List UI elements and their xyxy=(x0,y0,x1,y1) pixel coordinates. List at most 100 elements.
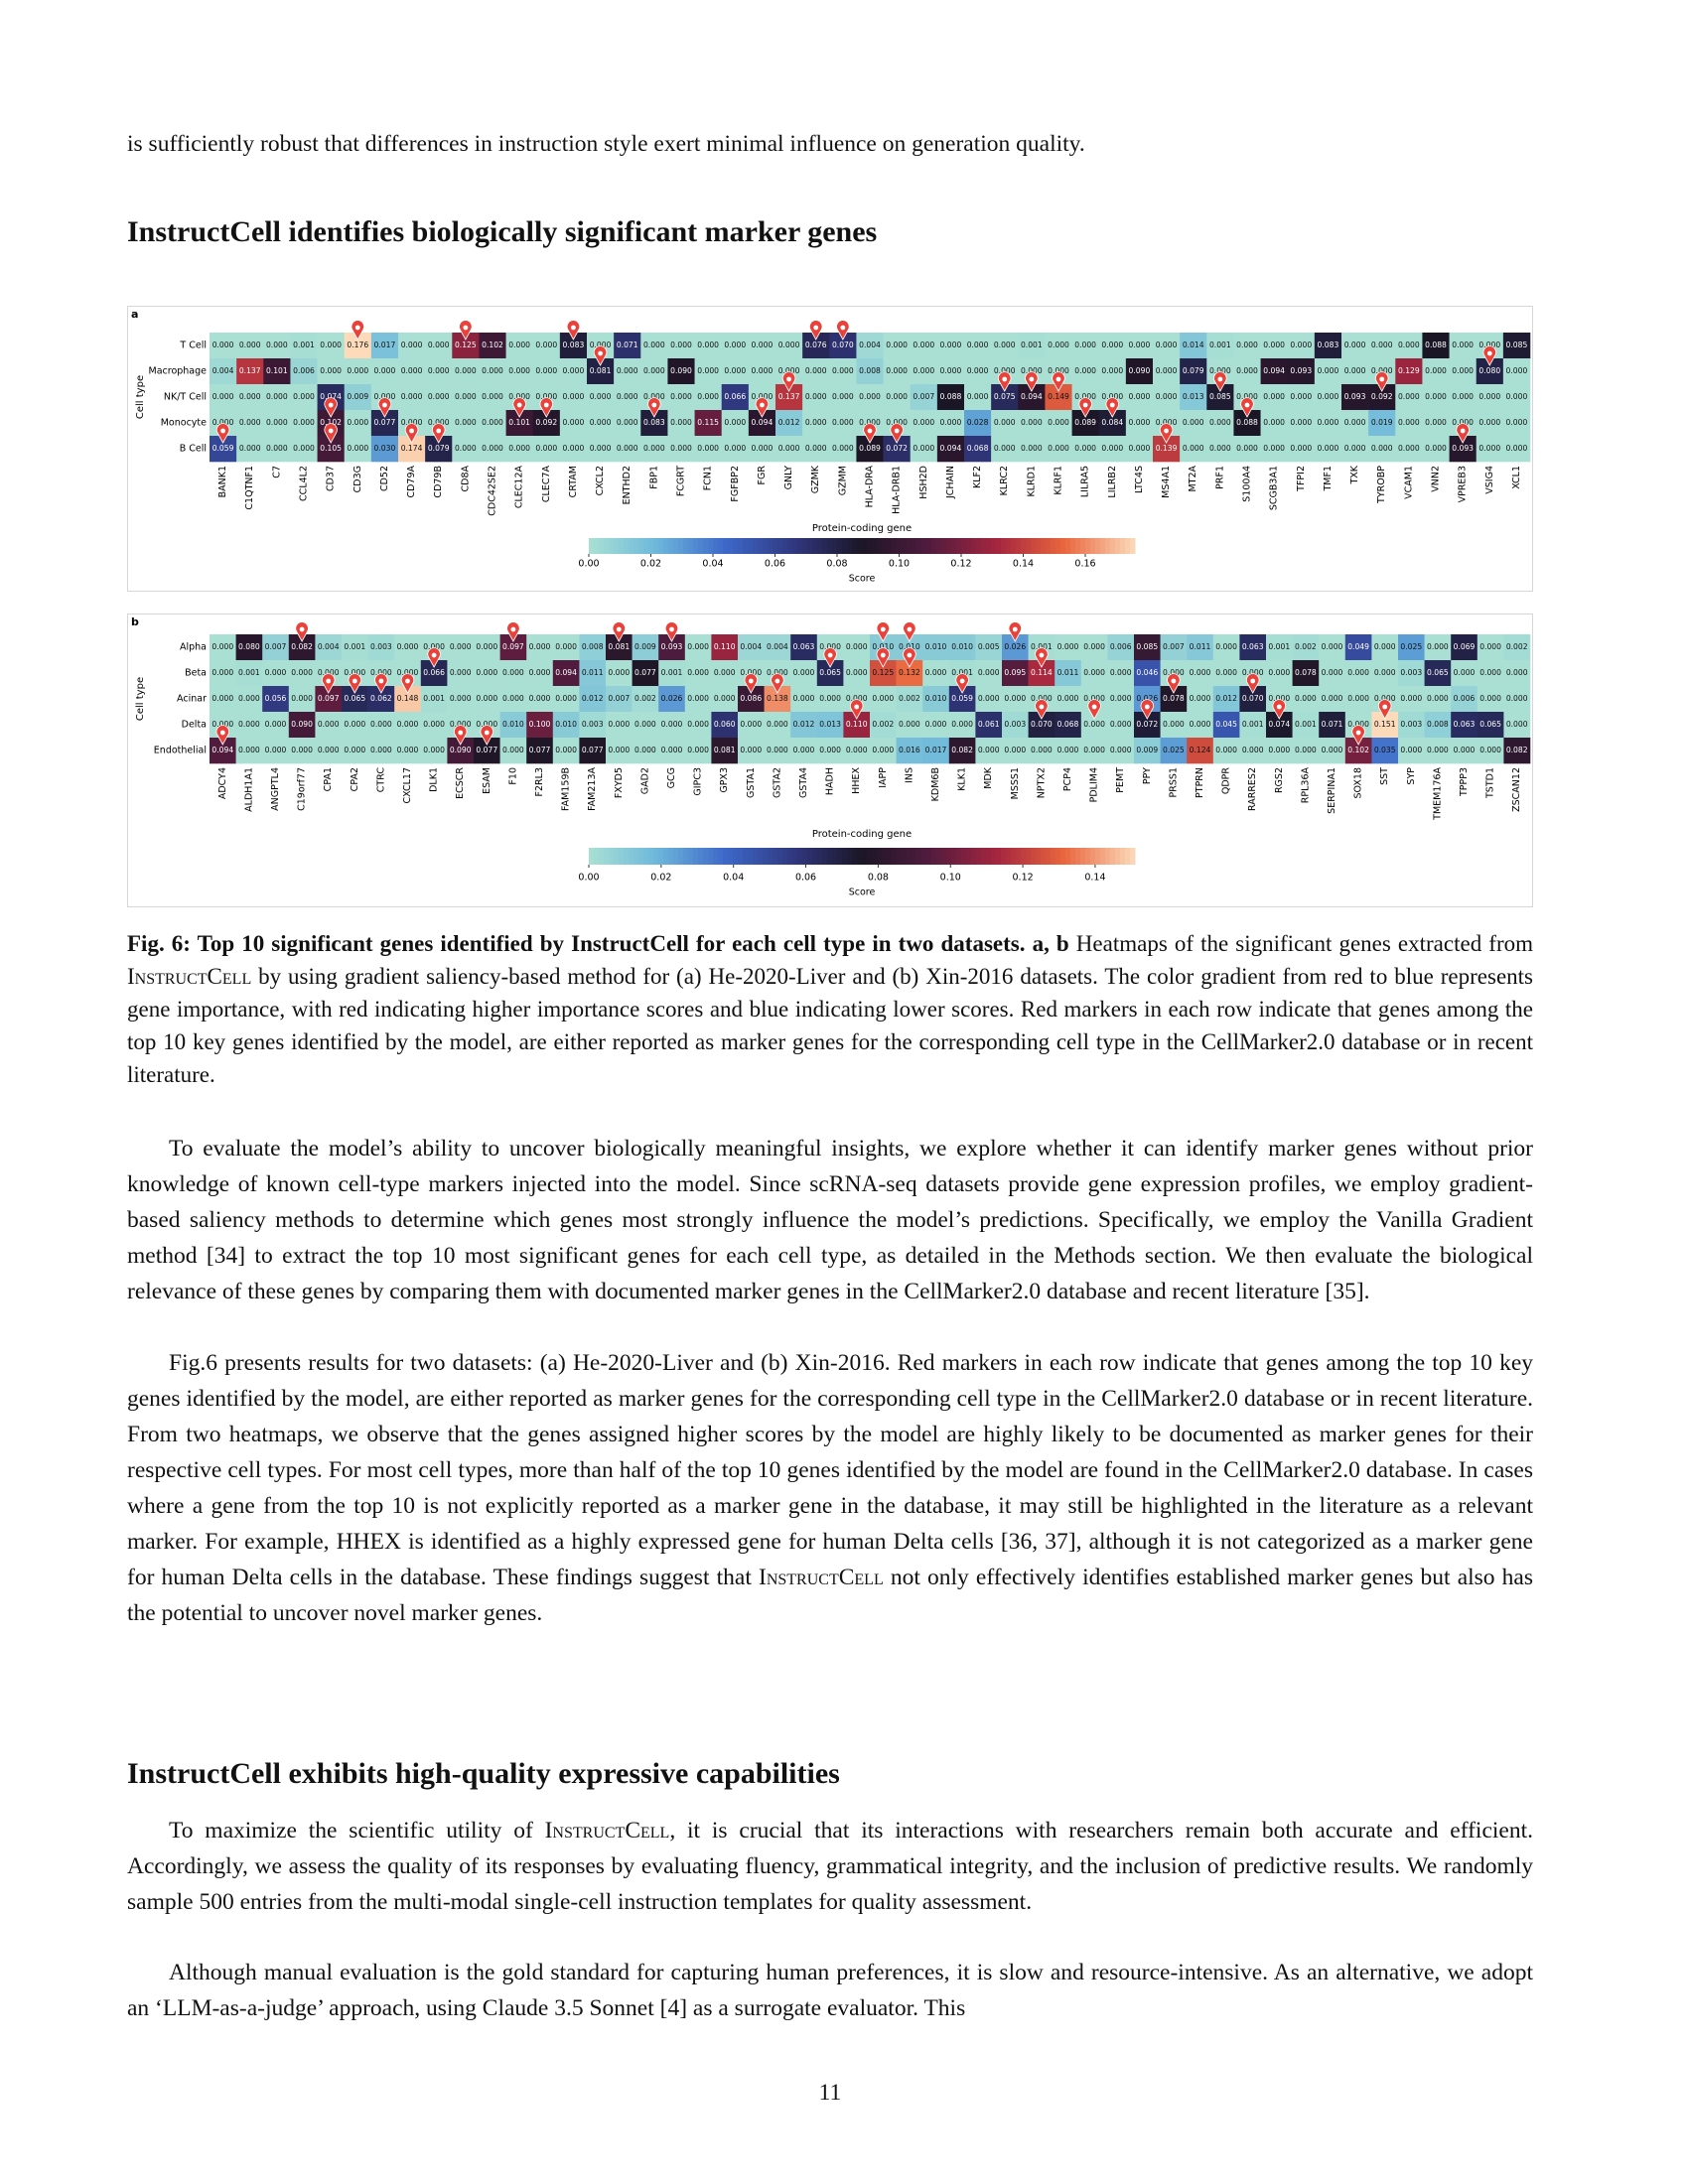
cell-value: 0.000 xyxy=(401,392,423,401)
cell-value: 0.063 xyxy=(793,642,815,651)
colorbar-segment xyxy=(1125,848,1131,865)
gene-label: TSTD1 xyxy=(1485,767,1496,799)
heatmap-cell xyxy=(640,333,668,359)
paragraph: Fig.6 presents results for two datasets:… xyxy=(127,1345,1533,1631)
heatmap-cell xyxy=(684,660,712,687)
cell-value: 0.000 xyxy=(482,392,503,401)
heatmap-cell xyxy=(1371,634,1399,661)
cell-value: 0.000 xyxy=(913,418,934,427)
heatmap-cell xyxy=(694,333,723,359)
heatmap-cell xyxy=(790,738,818,764)
colorbar-segment xyxy=(916,848,922,865)
cell-value: 0.063 xyxy=(1242,642,1264,651)
colorbar-segment xyxy=(708,538,714,554)
cell-value: 0.000 xyxy=(1371,444,1393,453)
cell-value: 0.000 xyxy=(740,746,762,754)
cell-value: 0.000 xyxy=(370,720,392,729)
cell-value: 0.000 xyxy=(978,668,1000,677)
colorbar-segment xyxy=(882,538,888,554)
cell-value: 0.000 xyxy=(1242,746,1264,754)
gene-label: TMF1 xyxy=(1323,466,1334,492)
heatmap-cell xyxy=(1344,660,1372,687)
gene-label: CD79B xyxy=(433,466,444,498)
heatmap-cell xyxy=(420,712,448,739)
gene-label: XCL1 xyxy=(1511,466,1522,489)
heatmap-cell xyxy=(290,384,318,411)
gene-label: NPTX2 xyxy=(1036,767,1047,798)
colorbar-segment xyxy=(1090,848,1096,865)
cell-value: 0.000 xyxy=(347,366,368,375)
cell-value: 0.000 xyxy=(1004,694,1026,703)
marker-pin-dot xyxy=(328,402,334,408)
heatmap-cell xyxy=(1125,436,1154,463)
heatmap-cell xyxy=(658,660,686,687)
heatmap-cell xyxy=(816,686,844,713)
heatmap-cell xyxy=(290,436,318,463)
heatmap-cell xyxy=(236,410,264,437)
cell-value: 0.000 xyxy=(1318,366,1339,375)
heatmap-cell xyxy=(1398,738,1425,764)
colorbar-segment xyxy=(961,848,967,865)
cell-value: 0.001 xyxy=(423,694,445,703)
heatmap-cell xyxy=(843,738,871,764)
heatmap-cell xyxy=(1266,738,1293,764)
heatmap-cell xyxy=(790,686,818,713)
heatmap-cell xyxy=(1319,660,1346,687)
gene-label: S100A4 xyxy=(1242,466,1253,502)
cell-value: 0.072 xyxy=(886,444,908,453)
row-label: Monocyte xyxy=(161,418,207,429)
cell-value: 0.000 xyxy=(608,720,630,729)
colorbar-segment xyxy=(1051,848,1056,865)
heatmap-cell xyxy=(1503,738,1531,764)
marker-pin-dot xyxy=(1355,730,1361,736)
gene-label: ENTHD2 xyxy=(622,466,633,504)
heatmap-cell xyxy=(658,738,686,764)
heatmap-cell xyxy=(1233,436,1261,463)
heatmap-cell xyxy=(1055,634,1082,661)
colorbar-segment xyxy=(673,848,679,865)
heatmap-cell xyxy=(1134,660,1161,687)
colorbar-segment xyxy=(614,848,620,865)
cell-value: 0.082 xyxy=(951,746,973,754)
heatmap-cell xyxy=(1287,333,1316,359)
cell-value: 0.000 xyxy=(617,418,638,427)
heatmap-cell xyxy=(1341,358,1369,385)
cell-value: 0.000 xyxy=(1101,341,1123,349)
colorbar-segment xyxy=(802,848,808,865)
heatmap-cell xyxy=(1476,436,1504,463)
heatmap-cell xyxy=(658,686,686,713)
colorbar-segment xyxy=(599,538,605,554)
cell-value: 0.000 xyxy=(397,642,419,651)
colorbar-segment xyxy=(1031,848,1037,865)
cell-value: 0.001 xyxy=(1021,341,1043,349)
colorbar-segment xyxy=(981,848,987,865)
gene-label: PDLIM4 xyxy=(1089,767,1100,802)
gene-label: TPPP3 xyxy=(1459,767,1470,797)
cell-value: 0.000 xyxy=(1074,444,1096,453)
cell-value: 0.019 xyxy=(1371,418,1393,427)
heatmap-cell xyxy=(991,436,1019,463)
cell-value: 0.000 xyxy=(508,366,530,375)
heatmap-cell xyxy=(1212,660,1240,687)
cell-value: 0.000 xyxy=(1074,392,1096,401)
colorbar-segment xyxy=(807,848,813,865)
heatmap-cell xyxy=(711,660,739,687)
cell-value: 0.000 xyxy=(832,444,854,453)
gene-label: GSTA1 xyxy=(746,767,757,798)
cell-value: 0.028 xyxy=(967,418,989,427)
colorbar-segment xyxy=(1021,538,1027,554)
heatmap-cell xyxy=(667,333,695,359)
cell-value: 0.000 xyxy=(846,694,868,703)
heatmap-cell xyxy=(936,384,965,411)
cell-value: 0.000 xyxy=(266,444,288,453)
heatmap-cell xyxy=(1476,410,1504,437)
colorbar-segment xyxy=(872,848,878,865)
cell-value: 0.077 xyxy=(529,746,551,754)
cell-value: 0.000 xyxy=(212,418,234,427)
gene-label: FCGRT xyxy=(676,466,687,496)
cell-value: 0.000 xyxy=(752,366,774,375)
cell-value: 0.000 xyxy=(1110,746,1132,754)
cell-value: 0.000 xyxy=(1344,418,1366,427)
cell-value: 0.000 xyxy=(1268,746,1290,754)
colorbar-segment xyxy=(743,538,749,554)
